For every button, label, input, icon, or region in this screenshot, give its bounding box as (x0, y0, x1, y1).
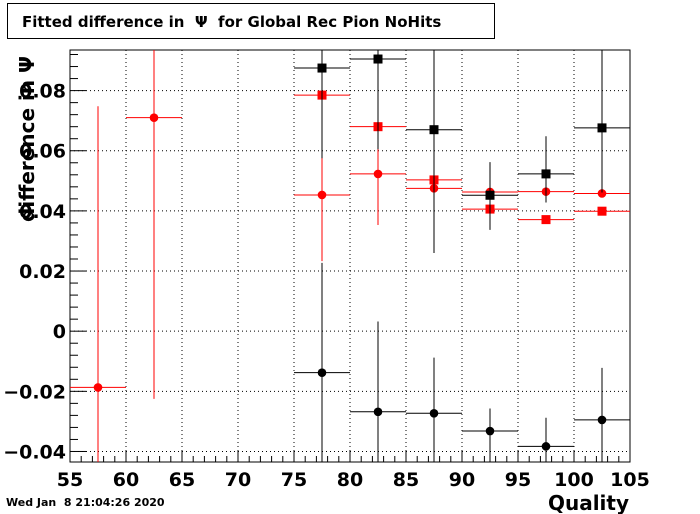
y-tick-label: 0.02 (19, 261, 66, 283)
data-point (317, 63, 327, 73)
data-point (541, 169, 551, 179)
data-point (597, 415, 607, 425)
data-point (317, 190, 327, 200)
data-point (149, 113, 159, 122)
plot-frame (69, 49, 631, 463)
x-axis-title: Quality (548, 491, 629, 514)
tick-label-layer: 55 60 65 70 75 80 85 90 95 100 105 −0.04 −0.02 0 0.02 0… (3, 81, 650, 491)
data-point (597, 123, 607, 133)
data-point (429, 408, 439, 418)
x-tick-label: 55 (57, 469, 83, 491)
data-point (541, 215, 551, 225)
chart-title-box: Fitted difference in Ψ for Global Rec Pi… (7, 3, 495, 39)
tick-layer (69, 54, 631, 462)
data-point (93, 383, 103, 392)
y-axis-title: difference in Ψ (15, 56, 39, 222)
x-tick-label: 75 (281, 469, 307, 491)
y-tick-label: −0.04 (3, 441, 66, 463)
x-tick-label: 95 (505, 469, 531, 491)
x-tick-label: 100 (554, 469, 594, 491)
timestamp: Wed Jan 8 21:04:26 2020 (6, 496, 165, 509)
x-tick-label: 105 (610, 469, 650, 491)
chart-title: Fitted difference in Ψ for Global Rec Pi… (22, 13, 442, 31)
series-0 (70, 50, 630, 462)
y-tick-label: 0 (53, 321, 66, 343)
data-point (317, 368, 327, 377)
data-point (429, 125, 439, 135)
data-point (373, 54, 383, 64)
x-tick-label: 85 (393, 469, 419, 491)
data-point (485, 190, 495, 200)
data-point (485, 426, 495, 436)
data-point (597, 206, 607, 216)
y-tick-label: 0.08 (19, 81, 66, 103)
x-tick-label: 90 (449, 469, 475, 491)
series-2 (294, 50, 630, 253)
data-point (541, 442, 551, 451)
y-tick-label: −0.02 (3, 381, 66, 403)
data-point (373, 169, 383, 179)
x-tick-label: 80 (337, 469, 363, 491)
data-point (597, 189, 607, 198)
y-tick-label: 0.04 (19, 201, 66, 223)
x-tick-label: 65 (169, 469, 195, 491)
series-1 (294, 75, 630, 225)
series-3 (294, 262, 630, 462)
x-tick-label: 70 (225, 469, 251, 491)
data-point (373, 407, 383, 417)
data-layer (70, 50, 630, 462)
y-tick-label: 0.06 (19, 141, 66, 163)
x-tick-label: 60 (113, 469, 139, 491)
